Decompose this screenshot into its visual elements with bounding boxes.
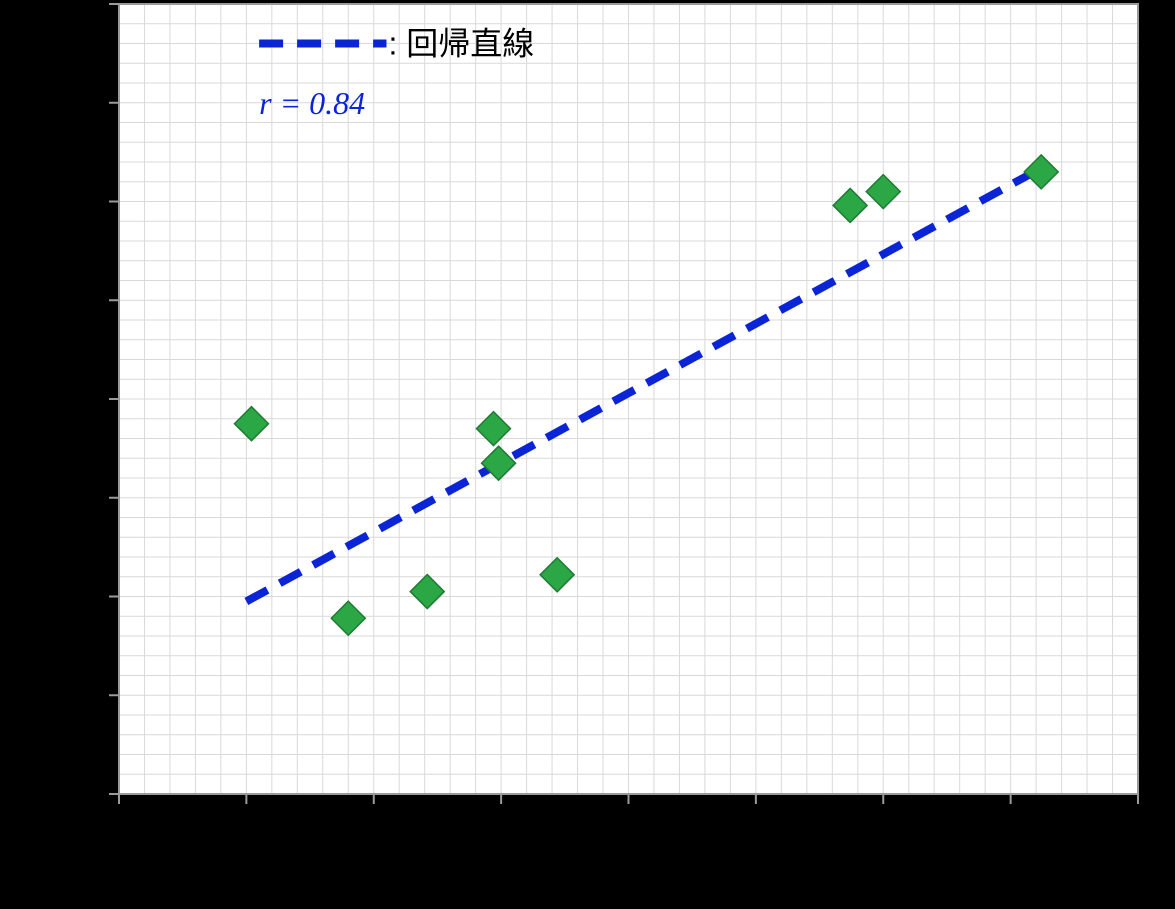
x-tick-label: 26.0 — [345, 808, 402, 847]
x-tick-label: 28.0 — [855, 808, 912, 847]
x-tick-label: 27.0 — [600, 808, 657, 847]
y-tick-label: 1.2 — [60, 578, 101, 617]
scatter-chart: 25.025.526.026.527.027.528.028.529.01.01… — [0, 0, 1175, 909]
y-tick-label: 1.1 — [60, 676, 101, 715]
y-tick-label: 1.4 — [60, 380, 101, 419]
correlation-annotation: r = 0.84 — [259, 85, 365, 121]
legend-label: : 回帰直線 — [388, 26, 534, 62]
x-tick-label: 25.5 — [218, 808, 275, 847]
x-tick-label: 29.0 — [1110, 808, 1167, 847]
y-tick-label: 1.8 — [60, 0, 101, 24]
y-tick-label: 1.0 — [60, 775, 101, 814]
x-tick-label: 26.5 — [473, 808, 530, 847]
x-tick-label: 28.5 — [982, 808, 1039, 847]
y-tick-label: 1.6 — [60, 183, 101, 222]
y-tick-label: 1.3 — [60, 479, 101, 518]
y-tick-label: 1.7 — [60, 84, 101, 123]
grid — [119, 4, 1138, 794]
y-tick-label: 1.5 — [60, 281, 101, 320]
x-tick-label: 27.5 — [728, 808, 785, 847]
